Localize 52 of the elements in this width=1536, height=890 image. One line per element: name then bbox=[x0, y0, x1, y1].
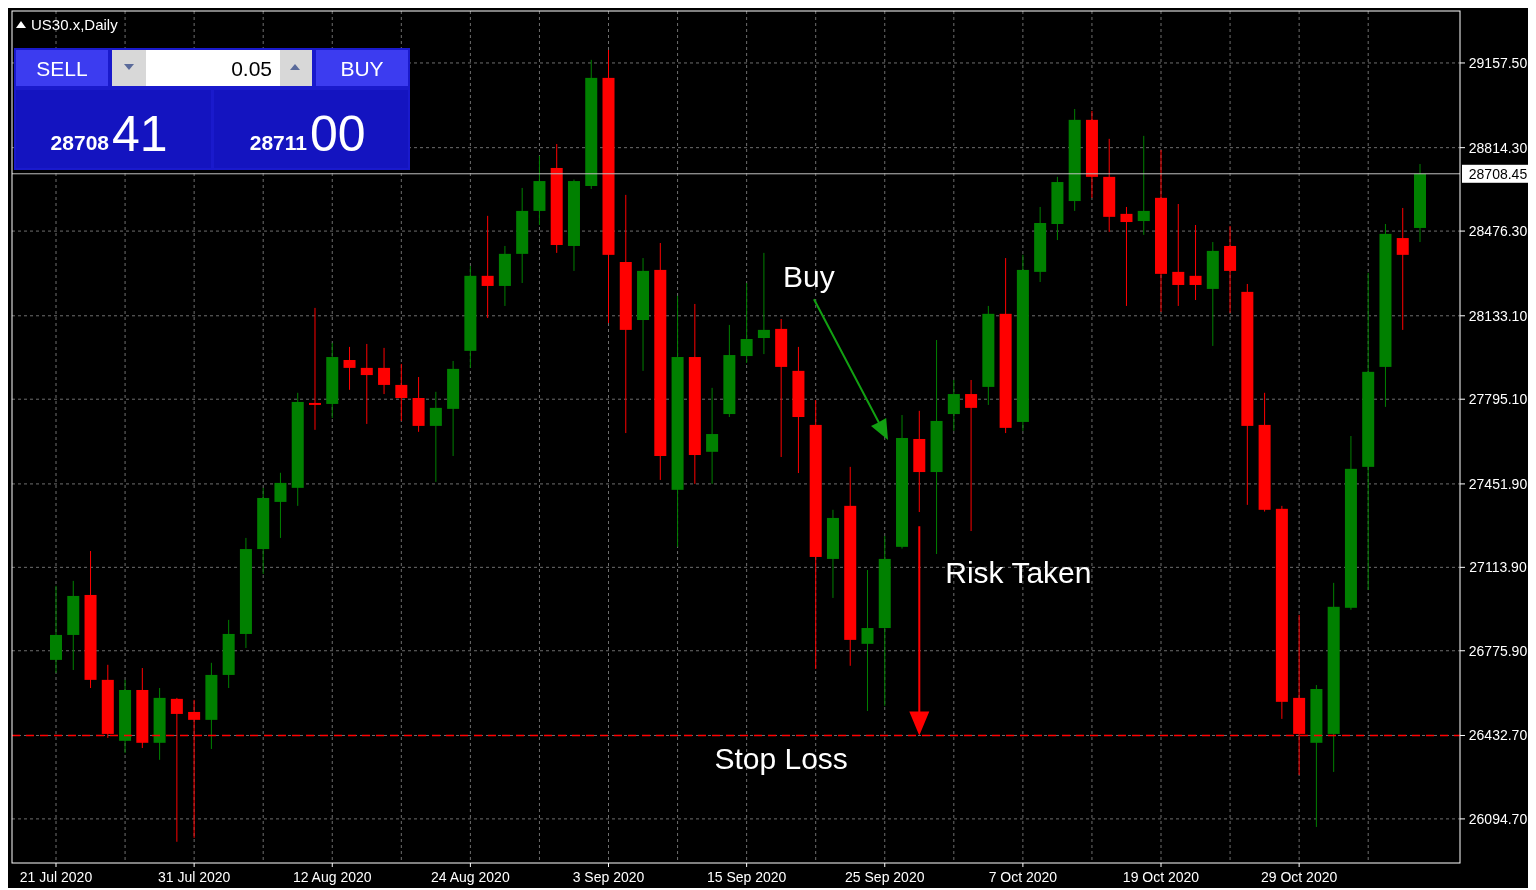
annotation: BUY bbox=[340, 57, 384, 80]
x-tick-label: 12 Aug 2020 bbox=[292, 869, 372, 885]
ref-line-label: 28708.45 bbox=[1468, 165, 1528, 182]
candlestick bbox=[343, 346, 356, 391]
candlestick bbox=[1396, 207, 1409, 331]
y-tick-label: 26094.70 bbox=[1468, 810, 1528, 827]
candlestick bbox=[395, 363, 408, 422]
chart-title: US30.x,Daily bbox=[31, 16, 119, 33]
x-tick-label: 29 Oct 2020 bbox=[1261, 869, 1338, 885]
candlestick bbox=[740, 282, 753, 364]
ref-line-label: Stop Loss bbox=[714, 742, 848, 776]
candlestick bbox=[861, 569, 874, 712]
y-tick-label: 27113.90 bbox=[1469, 559, 1527, 576]
annotation: Risk Taken bbox=[945, 556, 1092, 590]
candlestick bbox=[170, 697, 183, 843]
candlestick bbox=[706, 387, 719, 485]
annotation: 28711 bbox=[249, 131, 308, 154]
candlestick bbox=[429, 391, 442, 483]
candlestick bbox=[1172, 203, 1185, 307]
x-tick-label: 15 Sep 2020 bbox=[706, 869, 787, 885]
candlestick bbox=[481, 215, 494, 319]
annotation: 0.05 bbox=[231, 57, 272, 80]
y-tick-label: 26432.70 bbox=[1468, 727, 1528, 744]
x-tick-label: 25 Sep 2020 bbox=[845, 869, 925, 885]
y-tick-label: 29157.50 bbox=[1468, 54, 1528, 71]
y-tick-label: 27795.10 bbox=[1468, 391, 1528, 408]
y-tick-label: 28133.10 bbox=[1468, 307, 1528, 324]
candlestick bbox=[378, 347, 391, 395]
x-tick-label: 7 Oct 2020 bbox=[988, 869, 1058, 885]
candlestick bbox=[1120, 206, 1133, 307]
candlestick bbox=[360, 343, 373, 425]
y-tick-label: 28476.30 bbox=[1468, 223, 1528, 240]
x-tick-label: 19 Oct 2020 bbox=[1122, 869, 1200, 885]
candlestick bbox=[947, 379, 960, 432]
candlestick bbox=[274, 472, 287, 539]
annotation: 41 bbox=[112, 106, 168, 162]
x-tick-label: 24 Aug 2020 bbox=[431, 869, 510, 885]
annotation: 00 bbox=[310, 106, 366, 162]
candlestick bbox=[1189, 224, 1202, 301]
annotation: 28708 bbox=[50, 131, 110, 154]
x-tick-label: 31 Jul 2020 bbox=[157, 869, 231, 885]
x-tick-label: 21 Jul 2020 bbox=[19, 869, 93, 885]
candlestick bbox=[965, 379, 978, 532]
y-tick-label: 27451.90 bbox=[1468, 475, 1528, 492]
y-tick-label: 28814.30 bbox=[1468, 139, 1528, 156]
annotation: Buy bbox=[782, 259, 835, 293]
y-tick-label: 26775.90 bbox=[1468, 642, 1528, 659]
candlestick bbox=[757, 252, 770, 355]
candlestick bbox=[308, 307, 321, 431]
annotation: SELL bbox=[36, 57, 88, 80]
x-tick-label: 3 Sep 2020 bbox=[572, 869, 645, 885]
candlestick bbox=[1137, 135, 1150, 236]
